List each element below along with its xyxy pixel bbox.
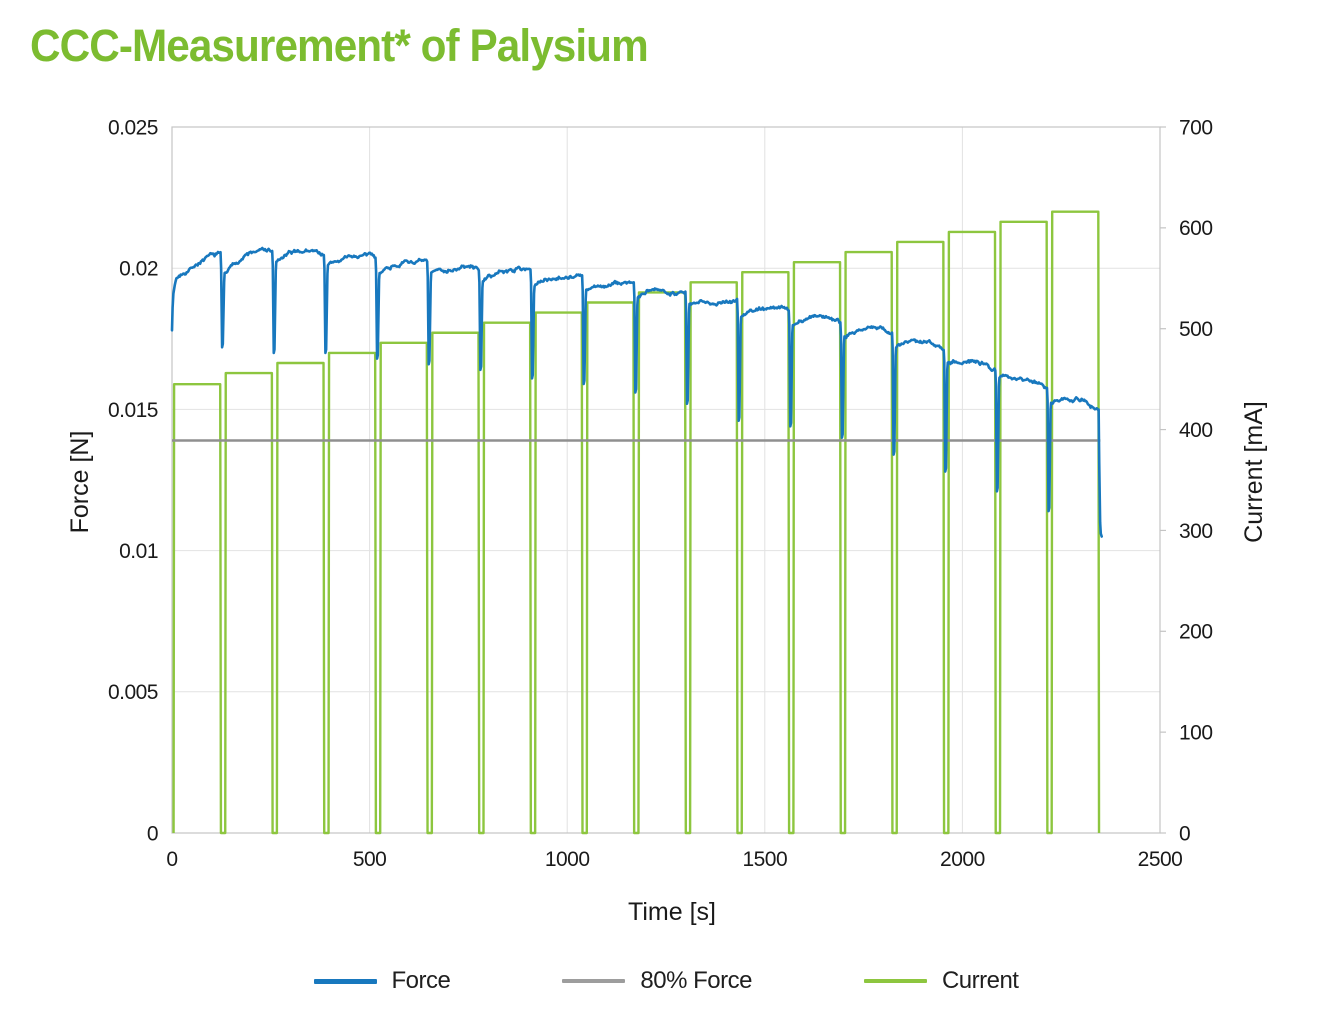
axis-ticks: 0 0.005 0.01 0.015 0.02 0.025 0 100 200 300 400 500…: [108, 116, 1213, 871]
x-tick-label: 2000: [940, 848, 985, 871]
x-tick-label: 1000: [545, 848, 590, 871]
y-left-tick-label: 0.015: [108, 399, 158, 422]
legend-item-80pct-force: 80% Force: [562, 967, 752, 995]
y-axis-label-left: Force [N]: [66, 431, 94, 534]
y-right-tick-label: 400: [1179, 419, 1213, 442]
y-right-tick-label: 300: [1179, 520, 1213, 543]
y-axis-label-right: Current [mA]: [1240, 401, 1268, 543]
current-line-swatch: [863, 979, 927, 983]
x-axis-label: Time [s]: [628, 898, 716, 926]
gridlines: [172, 127, 1160, 833]
y-left-tick-label: 0.025: [108, 116, 158, 139]
x-tick-label: 0: [166, 848, 177, 871]
x-tick-label: 2500: [1138, 848, 1183, 871]
force-line-swatch: [313, 978, 377, 984]
y-left-tick-label: 0.02: [119, 258, 158, 281]
y-right-tick-label: 700: [1179, 116, 1213, 139]
page-title: CCC-Measurement* of Palysium: [30, 20, 649, 71]
current-line: [172, 210, 1101, 835]
x-tick-label: 1500: [742, 848, 787, 871]
y-right-tick-label: 200: [1179, 621, 1213, 644]
y-left-tick-label: 0: [147, 822, 158, 845]
y-right-tick-label: 500: [1179, 318, 1213, 341]
y-right-tick-label: 100: [1179, 721, 1213, 744]
series-lines: [170, 210, 1104, 835]
y-left-tick-label: 0.01: [119, 540, 158, 563]
y-right-tick-label: 0: [1179, 822, 1190, 845]
x-tick-label: 500: [353, 848, 387, 871]
legend-label-force: Force: [391, 967, 451, 994]
legend-label-current: Current: [941, 967, 1019, 994]
legend-item-force: Force: [313, 967, 451, 995]
force-line: [170, 246, 1104, 538]
legend: Force 80% Force Current: [172, 960, 1160, 1002]
legend-item-current: Current: [863, 967, 1019, 995]
plot-area: 0 0.005 0.01 0.015 0.02 0.025 0 100 200 300 400 500…: [108, 116, 1213, 871]
plot-border: [171, 126, 1161, 834]
eighty-pct-force-line-swatch: [562, 979, 626, 983]
y-left-tick-label: 0.005: [108, 681, 158, 704]
legend-label-80pct-force: 80% Force: [640, 967, 752, 994]
y-right-tick-label: 600: [1179, 217, 1213, 240]
